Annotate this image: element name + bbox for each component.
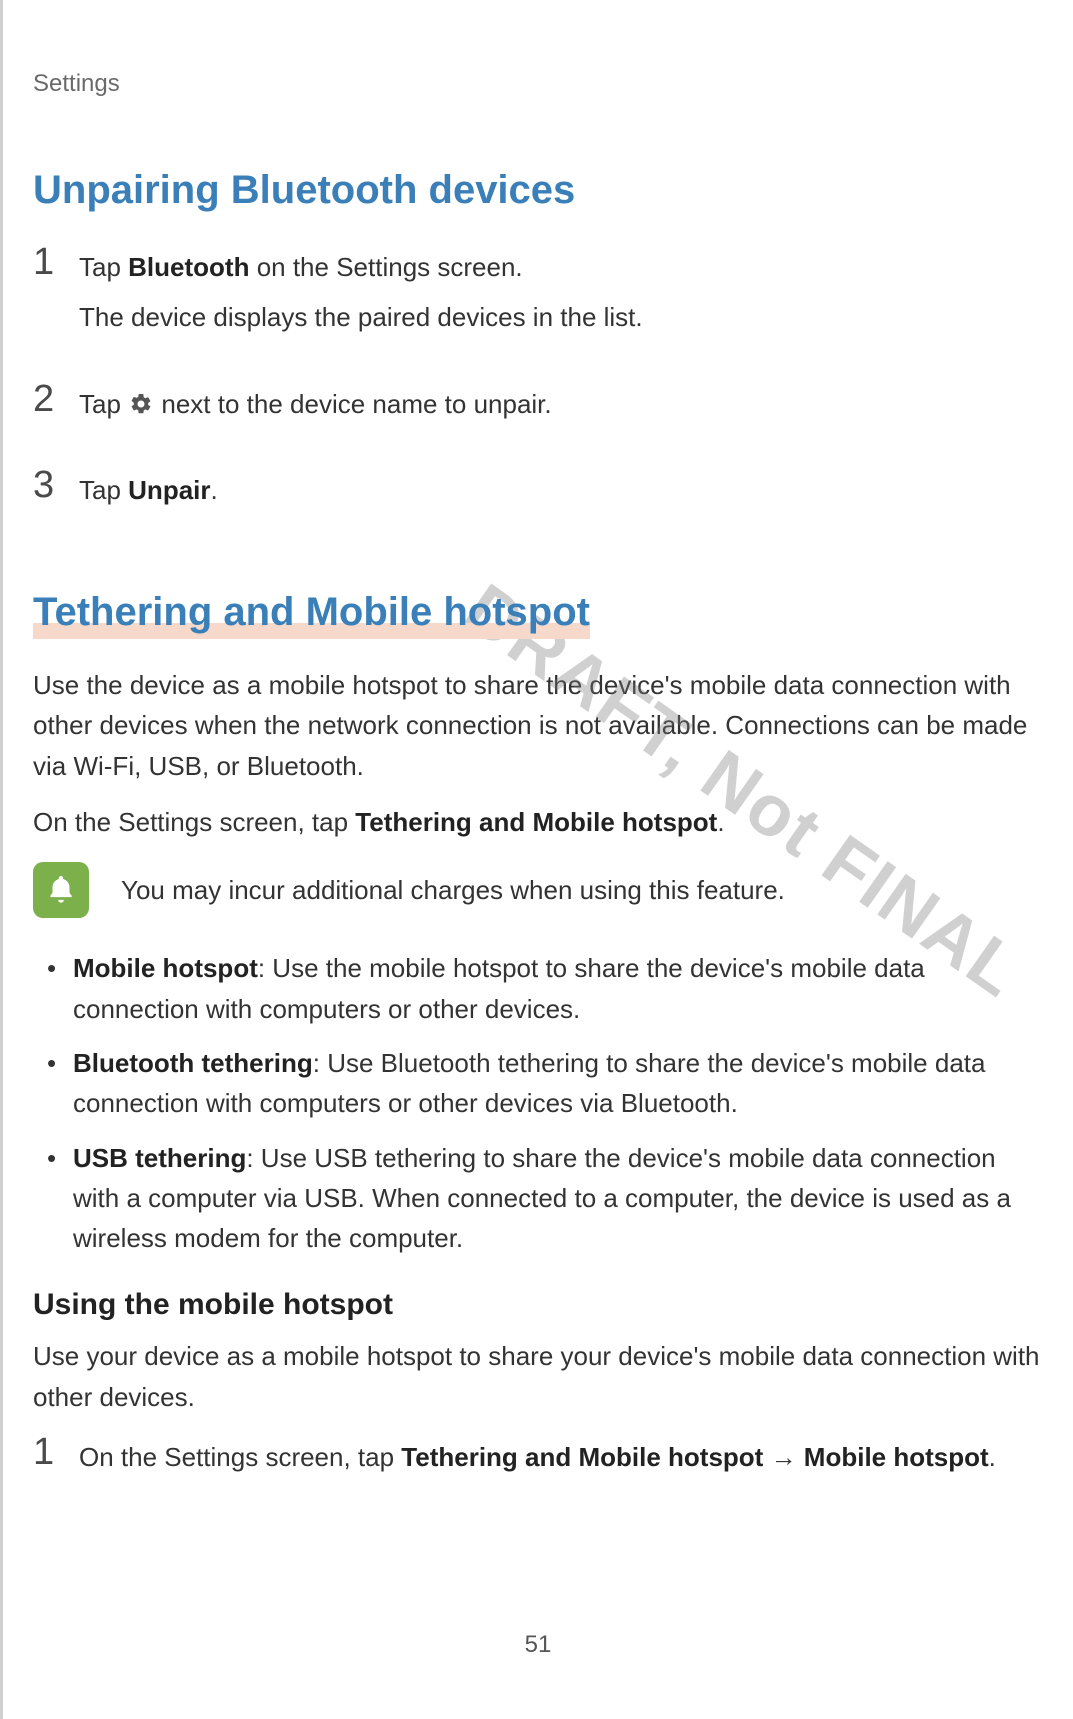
text: The device displays the paired devices i… <box>79 297 643 337</box>
tap-line: On the Settings screen, tap Tethering an… <box>33 802 1043 842</box>
page-number: 51 <box>3 1631 1073 1659</box>
gear-icon <box>128 391 154 417</box>
text: → <box>763 1442 803 1472</box>
bold-text: Tethering and Mobile hotspot <box>355 807 717 837</box>
breadcrumb: Settings <box>33 70 1043 98</box>
text: On the Settings screen, tap <box>33 807 355 837</box>
step-body: Tap Bluetooth on the Settings screen. Th… <box>79 243 643 348</box>
step-body: Tap Unpair. <box>79 466 218 520</box>
text: Tap <box>79 389 128 419</box>
step-number: 2 <box>33 380 79 418</box>
step-3: 3 Tap Unpair. <box>33 466 1043 520</box>
step-number: 1 <box>33 243 79 281</box>
bold-text: Bluetooth tethering <box>73 1048 313 1078</box>
step-body: On the Settings screen, tap Tethering an… <box>79 1433 996 1487</box>
bold-text: Bluetooth <box>128 252 249 282</box>
step-1: 1 Tap Bluetooth on the Settings screen. … <box>33 243 1043 348</box>
text: next to the device name to unpair. <box>154 389 551 419</box>
bold-text: Tethering and Mobile hotspot <box>401 1442 763 1472</box>
bold-text: Mobile hotspot <box>804 1442 989 1472</box>
list-item: USB tethering: Use USB tethering to shar… <box>33 1138 1043 1259</box>
text: . <box>989 1442 996 1472</box>
text: on the Settings screen. <box>249 252 522 282</box>
sub-intro: Use your device as a mobile hotspot to s… <box>33 1336 1043 1417</box>
bell-icon <box>33 862 89 918</box>
note-text: You may incur additional charges when us… <box>121 871 785 910</box>
step-number: 1 <box>33 1433 79 1471</box>
list-item: Mobile hotspot: Use the mobile hotspot t… <box>33 948 1043 1029</box>
bold-text: Mobile hotspot <box>73 953 258 983</box>
step-number: 3 <box>33 466 79 504</box>
bold-text: Unpair <box>128 475 210 505</box>
text: Tap <box>79 475 128 505</box>
text: . <box>211 475 218 505</box>
bold-text: USB tethering <box>73 1143 246 1173</box>
step-2: 2 Tap next to the device name to unpair. <box>33 380 1043 434</box>
bullet-list: Mobile hotspot: Use the mobile hotspot t… <box>33 948 1043 1258</box>
sub-heading: Using the mobile hotspot <box>33 1288 1043 1322</box>
heading-text: Tethering and Mobile hotspot <box>33 590 590 634</box>
intro-text: Use the device as a mobile hotspot to sh… <box>33 665 1043 786</box>
heading-unpairing: Unpairing Bluetooth devices <box>33 168 575 213</box>
text: On the Settings screen, tap <box>79 1442 401 1472</box>
heading-tethering: Tethering and Mobile hotspot <box>33 590 590 635</box>
list-item: Bluetooth tethering: Use Bluetooth tethe… <box>33 1043 1043 1124</box>
sub-step-1: 1 On the Settings screen, tap Tethering … <box>33 1433 1043 1487</box>
text: Tap <box>79 252 128 282</box>
note-row: You may incur additional charges when us… <box>33 862 1043 918</box>
text: . <box>717 807 724 837</box>
step-body: Tap next to the device name to unpair. <box>79 380 552 434</box>
